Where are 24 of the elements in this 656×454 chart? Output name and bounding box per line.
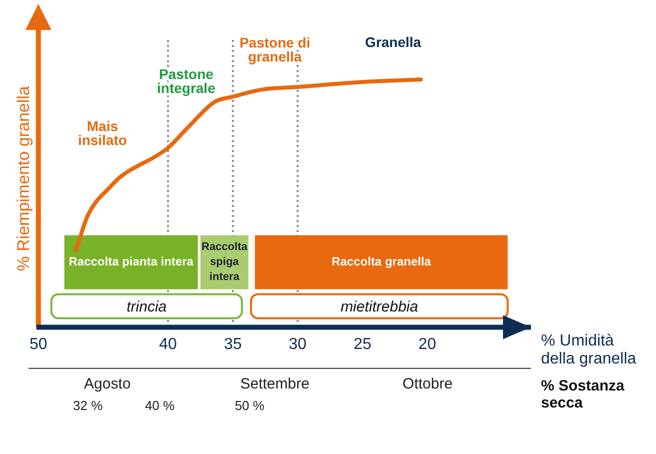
band-label: mietitrebbia [340, 298, 418, 316]
x2-tick-label: 40 % [144, 398, 176, 413]
band-label: Raccolta granella [332, 254, 432, 269]
x-tick-label: 40 [159, 336, 178, 354]
x2-tick-label: 32 % [73, 398, 104, 413]
text: Agosto [84, 376, 131, 393]
x-tick-label: 30 [288, 336, 307, 354]
x2-tick-label: 50 % [234, 398, 265, 413]
x-tick-label: 20 [418, 336, 436, 354]
x-tick-label: 25 [354, 336, 372, 354]
text: Granella [365, 34, 422, 50]
band-label: trincia [126, 298, 167, 316]
band-label: Raccolta spiga intera [201, 241, 248, 284]
annotation: Mais insilato [78, 118, 127, 148]
x-tick-label: 50 [30, 336, 48, 354]
band-label: Raccolta pianta intera [68, 254, 194, 269]
text: Pastone di granella [239, 34, 310, 65]
x-tick-label: 35 [224, 336, 242, 354]
text: Ottobre [402, 376, 453, 393]
y-axis-title: % Riempimento granella [14, 85, 33, 272]
text: Settembre [240, 376, 310, 393]
annotation: Pastone integrale [157, 66, 216, 96]
x-axis-title: % Umidità della granella [541, 332, 636, 368]
x2-axis-title: % Sostanza secca [541, 378, 626, 412]
